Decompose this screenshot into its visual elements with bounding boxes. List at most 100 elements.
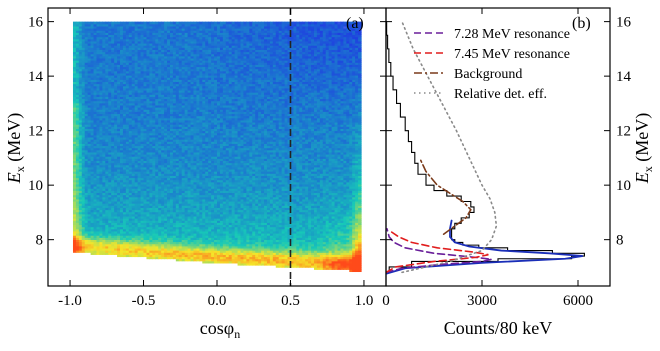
heatmap-cell: [175, 92, 180, 95]
heatmap-cell: [152, 247, 156, 251]
heatmap-cell: [161, 173, 165, 176]
heatmap-cell: [164, 49, 168, 53]
heatmap-cell: [167, 92, 171, 95]
heatmap-cell: [149, 70, 153, 74]
heatmap-cell: [164, 96, 168, 100]
heatmap-cell: [143, 60, 148, 63]
heatmap-cell: [149, 23, 153, 27]
heatmap-cell: [99, 153, 103, 157]
heatmap-cell: [175, 75, 180, 78]
heatmap-cell: [172, 147, 177, 151]
heatmap-cell: [117, 104, 121, 108]
heatmap-cell: [178, 87, 183, 91]
heatmap-cell: [87, 111, 92, 115]
heatmap-cell: [169, 230, 174, 234]
heatmap-cell: [105, 130, 109, 134]
heatmap-cell: [131, 171, 136, 174]
heatmap-cell: [175, 158, 180, 162]
heatmap-cell: [155, 115, 159, 119]
heatmap-cell: [169, 188, 174, 191]
heatmap-cell: [137, 96, 142, 100]
heatmap-cell: [111, 28, 115, 31]
heatmap-cell: [178, 45, 183, 48]
heatmap-cell: [181, 232, 186, 236]
heatmap-cell: [158, 205, 162, 208]
heatmap-cell: [93, 149, 98, 153]
heatmap-cell: [122, 181, 127, 185]
heatmap-cell: [72, 66, 77, 70]
heatmap-cell: [125, 252, 130, 255]
heatmap-cell: [81, 203, 86, 206]
heatmap-cell: [117, 53, 121, 57]
heatmap-cell: [122, 230, 127, 234]
heatmap-cell: [155, 177, 159, 181]
heatmap-cell: [78, 113, 83, 117]
heatmap-cell: [184, 109, 189, 112]
heatmap-cell: [175, 250, 180, 253]
heatmap-cell: [181, 237, 186, 240]
heatmap-cell: [158, 149, 162, 153]
heatmap-cell: [161, 209, 165, 213]
heatmap-cell: [152, 87, 156, 91]
heatmap-cell: [108, 107, 112, 110]
heatmap-cell: [167, 181, 171, 185]
heatmap-cell: [175, 130, 180, 134]
heatmap-cell: [178, 241, 183, 245]
heatmap-cell: [125, 186, 130, 189]
heatmap-cell: [146, 119, 150, 123]
heatmap-cell: [178, 117, 183, 121]
heatmap-cell: [167, 243, 171, 247]
heatmap-cell: [90, 224, 95, 228]
heatmap-cell: [87, 94, 92, 97]
heatmap-cell: [78, 121, 83, 125]
heatmap-cell: [134, 57, 139, 61]
heatmap-cell: [72, 243, 77, 247]
heatmap-cell: [111, 64, 115, 68]
heatmap-cell: [140, 132, 145, 136]
heatmap-cell: [122, 224, 127, 228]
heatmap-cell: [78, 109, 83, 112]
heatmap-cell: [81, 205, 86, 208]
heatmap-cell: [134, 141, 139, 144]
heatmap-cell: [78, 188, 83, 191]
heatmap-cell: [158, 215, 162, 219]
heatmap-cell: [96, 47, 101, 50]
heatmap-cell: [78, 72, 83, 76]
heatmap-cell: [117, 62, 121, 65]
heatmap-cell: [125, 132, 130, 136]
heatmap-cell: [111, 92, 115, 95]
heatmap-cell: [131, 162, 136, 166]
heatmap-cell: [99, 30, 103, 33]
heatmap-cell: [125, 75, 130, 78]
heatmap-cell: [167, 49, 171, 53]
heatmap-cell: [134, 151, 139, 155]
heatmap-cell: [178, 258, 183, 262]
heatmap-cell: [72, 62, 77, 65]
heatmap-cell: [111, 198, 115, 202]
heatmap-cell: [143, 147, 148, 151]
heatmap-cell: [72, 241, 77, 245]
heatmap-cell: [128, 72, 133, 76]
heatmap-cell: [158, 36, 162, 40]
heatmap-cell: [117, 245, 121, 249]
heatmap-cell: [102, 126, 106, 129]
heatmap-cell: [161, 62, 165, 65]
heatmap-cell: [175, 28, 180, 31]
heatmap-cell: [164, 64, 168, 68]
heatmap-cell: [181, 79, 186, 83]
heatmap-cell: [93, 245, 98, 249]
heatmap-cell: [75, 96, 80, 100]
heatmap-cell: [72, 53, 77, 57]
heatmap-cell: [125, 151, 130, 155]
heatmap-cell: [152, 32, 156, 36]
heatmap-cell: [120, 136, 124, 140]
heatmap-cell: [96, 220, 101, 223]
heatmap-cell: [99, 77, 103, 80]
heatmap-cell: [81, 130, 86, 134]
heatmap-cell: [161, 145, 165, 149]
heatmap-cell: [131, 70, 136, 74]
heatmap-cell: [172, 232, 177, 236]
heatmap-cell: [122, 32, 127, 36]
heatmap-cell: [143, 72, 148, 76]
heatmap-cell: [125, 36, 130, 40]
